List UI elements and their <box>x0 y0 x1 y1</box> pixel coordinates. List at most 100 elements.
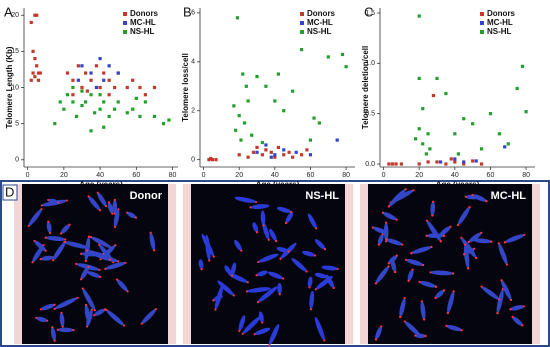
data-point <box>453 160 457 164</box>
telomere-signal <box>149 231 152 234</box>
data-point <box>242 121 247 125</box>
chromosome <box>57 327 74 333</box>
chromosome <box>461 237 477 259</box>
telomere-signal <box>449 225 452 228</box>
telomere-signal <box>99 258 102 261</box>
data-point <box>287 150 291 154</box>
data-point <box>138 114 142 119</box>
chromosome <box>472 194 487 202</box>
telomere-signal <box>65 199 68 202</box>
chromosome <box>112 199 118 214</box>
telomere-signal <box>126 211 129 214</box>
telomere-signal <box>278 293 281 296</box>
data-point <box>94 85 99 90</box>
telomere-signal <box>309 308 313 311</box>
chromosome <box>36 316 48 322</box>
chromosome <box>307 276 313 288</box>
legend-label: MC-HL <box>307 18 333 27</box>
chromosome <box>116 279 128 292</box>
data-point <box>269 155 273 159</box>
telomere-signal <box>497 242 500 245</box>
y-tick-label: 1.5 <box>365 10 375 17</box>
telomere-signal <box>99 275 102 279</box>
chromosome <box>510 305 524 311</box>
legend-marker <box>123 30 127 34</box>
chromosome <box>149 232 156 251</box>
data-point <box>35 13 39 17</box>
telomere-signal <box>377 243 380 246</box>
telomere-signal <box>384 221 388 224</box>
data-point <box>232 104 236 108</box>
data-point <box>80 103 84 108</box>
chromosome <box>258 311 264 323</box>
telomere-signal <box>154 308 157 311</box>
telomere-signal <box>460 236 463 239</box>
telomere-signal <box>76 296 79 299</box>
telomere-signal <box>90 308 93 311</box>
chromosome <box>46 221 52 234</box>
data-point <box>237 114 241 118</box>
data-point <box>207 158 211 162</box>
chromosome <box>512 316 523 326</box>
data-point <box>250 133 254 137</box>
chromosome <box>375 266 389 284</box>
chromosome <box>420 301 426 320</box>
telomere-signal <box>98 209 102 212</box>
telomere-signal <box>108 258 111 261</box>
y-axis-label: Telomere Length (Kb) <box>5 46 14 128</box>
data-point <box>107 78 111 82</box>
x-tick-label: 0 <box>382 172 386 179</box>
chromosome <box>87 271 101 278</box>
y-tick-label: 4 <box>191 59 195 66</box>
telomere-signal <box>64 240 67 244</box>
data-point <box>344 65 348 69</box>
chromosome <box>277 282 282 295</box>
telomere-signal <box>212 299 215 302</box>
data-point <box>80 64 84 68</box>
x-tick-label: 60 <box>307 172 315 179</box>
telomere-signal <box>212 255 215 258</box>
telomere-signal <box>257 260 260 264</box>
data-point <box>89 129 93 133</box>
telomere-signal <box>374 282 377 285</box>
telomere-signal <box>336 267 339 271</box>
data-point <box>291 155 295 159</box>
data-point <box>102 78 106 82</box>
telomere-signal <box>72 328 75 332</box>
chromosome <box>411 246 432 254</box>
data-point <box>255 150 259 154</box>
telomere-signal <box>47 220 50 223</box>
chromosome <box>247 287 271 293</box>
telomere-signal <box>117 208 120 211</box>
telomere-signal <box>140 322 143 325</box>
image-label: MC-HL <box>491 190 527 202</box>
telomere-signal <box>323 248 327 251</box>
data-point <box>308 138 313 142</box>
telomere-signal <box>380 325 383 328</box>
chromosome <box>314 272 327 279</box>
chromosome <box>50 327 57 341</box>
chromosome <box>382 212 397 221</box>
chromosome <box>254 327 271 336</box>
data-point <box>506 142 510 146</box>
chromosome <box>60 224 70 234</box>
data-point <box>116 71 120 75</box>
chromosome <box>415 333 426 339</box>
data-point <box>36 71 41 75</box>
telomere-signal <box>208 259 211 262</box>
chromosome <box>276 247 289 253</box>
data-point <box>282 153 286 157</box>
chromosome <box>496 289 504 314</box>
telomere-signal <box>60 311 63 315</box>
telomere-signal <box>381 211 385 214</box>
data-point <box>74 114 79 119</box>
chromosome <box>269 228 277 242</box>
chromosome <box>372 226 388 234</box>
telomere-signal <box>81 287 84 290</box>
telomere-signal <box>446 311 449 315</box>
telomere-signal <box>432 200 435 203</box>
telomere-signal <box>434 296 437 300</box>
chromosome <box>430 270 454 276</box>
y-tick-label: 1.0 <box>365 60 375 67</box>
data-point <box>282 148 286 152</box>
